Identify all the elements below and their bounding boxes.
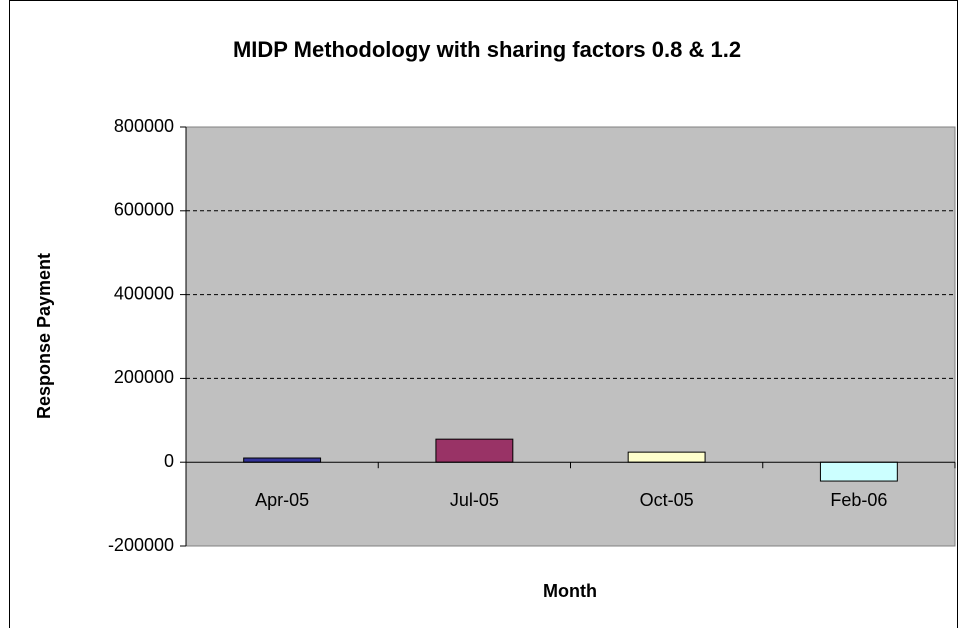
bar (435, 438, 514, 463)
x-tick-label: Jul-05 (450, 490, 499, 510)
bar (627, 451, 706, 463)
bar (243, 457, 322, 463)
y-tick-label: 400000 (114, 283, 174, 303)
y-tick-label: -200000 (108, 535, 174, 555)
y-tick-label: 800000 (114, 116, 174, 136)
y-axis-label: Response Payment (34, 253, 54, 419)
y-tick-label: 200000 (114, 367, 174, 387)
bar (819, 461, 898, 482)
y-tick-label: 0 (164, 451, 174, 471)
plot-area (185, 126, 956, 547)
x-tick-label: Apr-05 (255, 490, 309, 510)
x-tick-label: Feb-06 (830, 490, 887, 510)
x-tick-label: Oct-05 (640, 490, 694, 510)
y-tick-label: 600000 (114, 200, 174, 220)
chart-title: MIDP Methodology with sharing factors 0.… (233, 37, 741, 62)
x-axis-label: Month (543, 581, 597, 601)
